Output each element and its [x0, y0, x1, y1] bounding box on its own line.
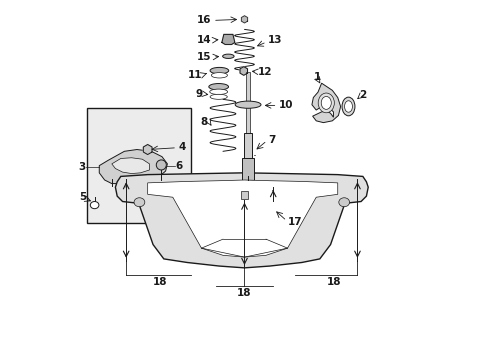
Text: 13: 13 [267, 35, 282, 45]
Text: 2: 2 [359, 90, 366, 100]
Polygon shape [99, 149, 167, 184]
Ellipse shape [341, 97, 354, 116]
Text: 18: 18 [326, 277, 341, 287]
Polygon shape [115, 173, 367, 268]
Polygon shape [222, 35, 234, 44]
Text: 9: 9 [195, 89, 202, 99]
Text: 3: 3 [79, 162, 86, 172]
Ellipse shape [90, 202, 99, 209]
Text: 8: 8 [200, 117, 207, 127]
Polygon shape [240, 67, 247, 75]
Text: 12: 12 [258, 67, 272, 77]
Ellipse shape [211, 73, 227, 78]
Ellipse shape [222, 54, 234, 58]
Text: 15: 15 [197, 52, 211, 62]
Text: 18: 18 [153, 277, 167, 287]
Ellipse shape [134, 198, 144, 207]
Ellipse shape [209, 89, 227, 94]
Text: 14: 14 [197, 35, 211, 45]
Polygon shape [241, 16, 247, 23]
Polygon shape [147, 180, 337, 257]
Ellipse shape [208, 84, 228, 90]
Text: 1: 1 [313, 72, 320, 82]
Bar [244, 134, 252, 166]
Ellipse shape [321, 96, 330, 109]
Text: 6: 6 [175, 161, 183, 171]
Text: 18: 18 [237, 288, 251, 298]
Ellipse shape [344, 101, 352, 112]
Bar [242, 158, 253, 180]
Ellipse shape [338, 198, 349, 207]
Polygon shape [112, 158, 149, 174]
Bar [241, 192, 247, 199]
Ellipse shape [210, 94, 227, 99]
Text: 17: 17 [287, 217, 302, 227]
Polygon shape [311, 83, 340, 123]
Ellipse shape [318, 93, 334, 113]
Text: 4: 4 [178, 142, 185, 152]
Ellipse shape [235, 101, 261, 108]
Text: 5: 5 [79, 192, 86, 202]
Bar [246, 72, 249, 144]
Text: 16: 16 [197, 15, 211, 26]
Text: 10: 10 [278, 100, 292, 111]
Text: 11: 11 [187, 70, 202, 80]
Text: 7: 7 [267, 135, 275, 145]
Ellipse shape [210, 67, 228, 74]
Ellipse shape [156, 160, 166, 170]
Bar [86, 108, 190, 223]
Polygon shape [143, 144, 152, 154]
